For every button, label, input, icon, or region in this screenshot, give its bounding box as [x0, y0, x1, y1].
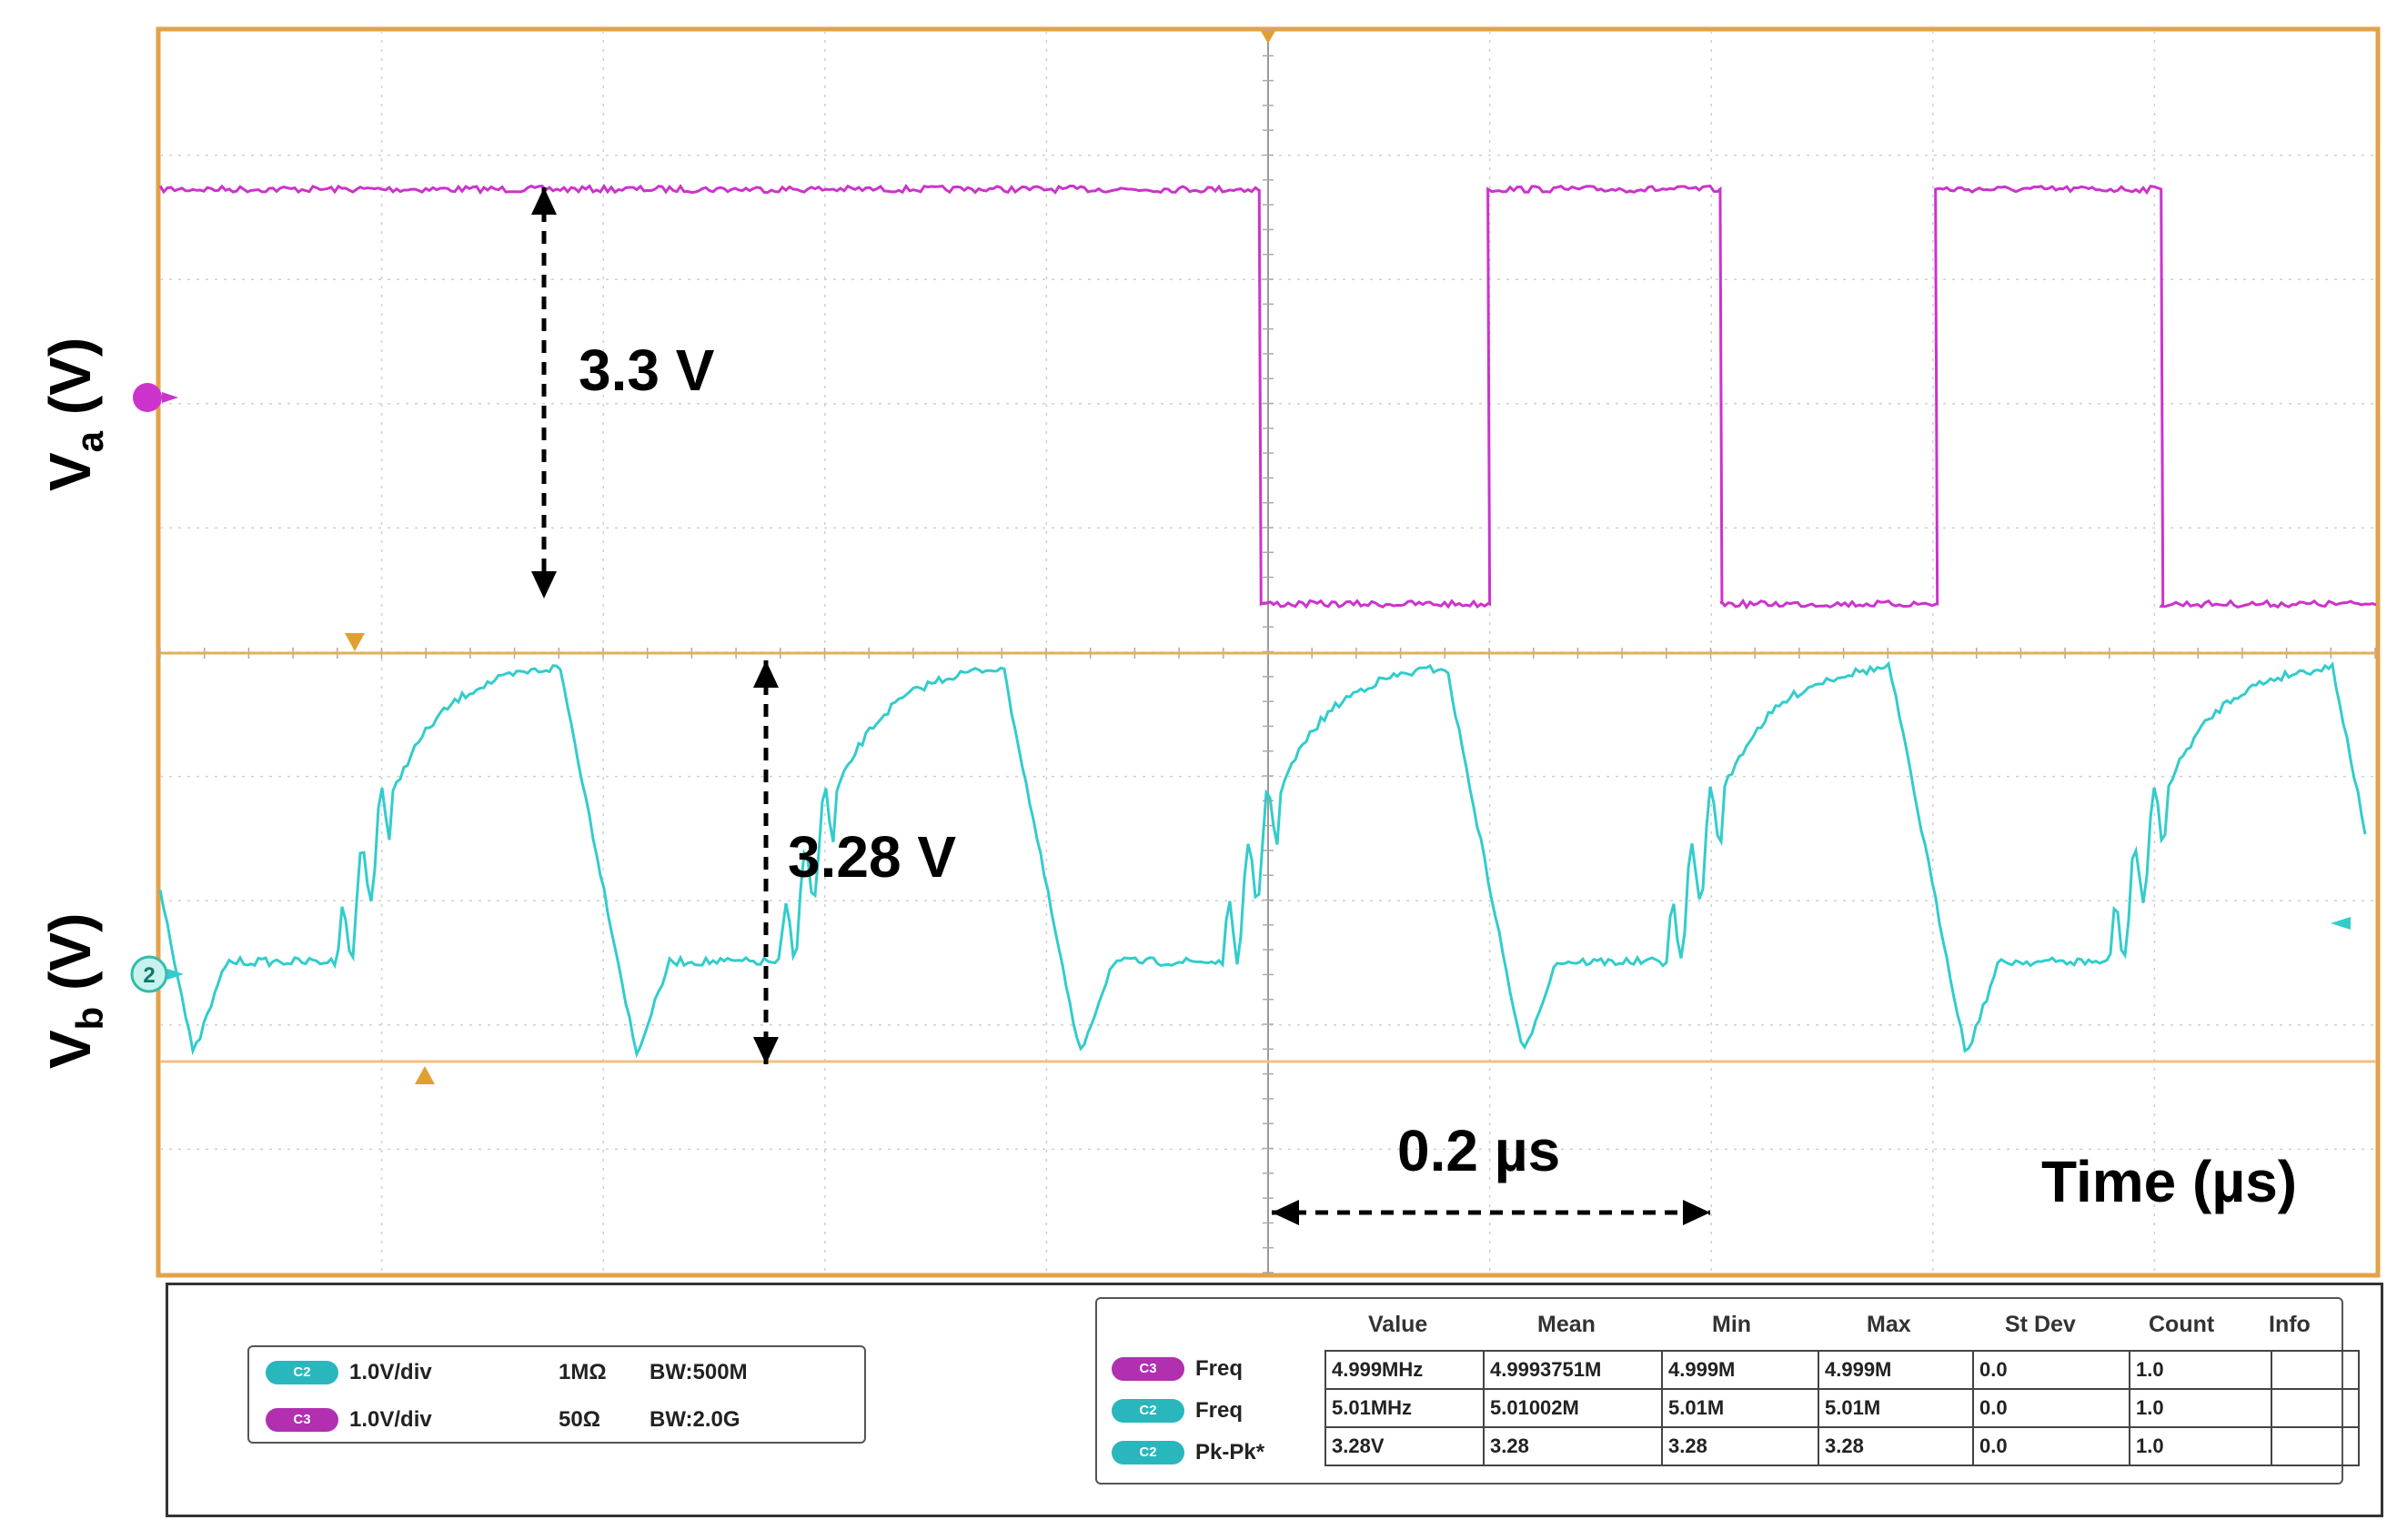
measure-min: 3.28 [1661, 1426, 1819, 1466]
channel-impedance: 1MΩ [559, 1360, 607, 1384]
measure-value: 5.01MHz [1324, 1388, 1485, 1428]
measure-count: 1.0 [2129, 1426, 2272, 1466]
channel-badge: C3 [266, 1408, 338, 1432]
trigger-marker-top [1261, 31, 1275, 44]
channel-bandwidth: BW:500M [650, 1360, 748, 1384]
measure-name: Freq [1195, 1356, 1244, 1381]
measure-header-mean: Mean [1537, 1312, 1596, 1337]
channel-badge: C2 [266, 1361, 338, 1384]
measure-header-min: Min [1712, 1312, 1752, 1337]
table-row: 5.01MHz 5.01002M 5.01M 5.01M 0.0 1.0 [1324, 1388, 2360, 1428]
measure-max: 3.28 [1818, 1426, 1974, 1466]
channel-scale: 1.0V/div [349, 1407, 432, 1432]
time-period-label: 0.2 µs [1397, 1118, 1561, 1183]
measure-header-info: Info [2269, 1312, 2311, 1337]
vb-ground-arrow [167, 969, 184, 980]
measure-min: 5.01M [1661, 1388, 1819, 1428]
measure-header-max: Max [1867, 1312, 1911, 1337]
measure-min: 4.999M [1661, 1350, 1819, 1390]
measure-mean: 5.01002M [1483, 1388, 1663, 1428]
measure-info [2271, 1350, 2360, 1390]
measure-header-value: Value [1368, 1312, 1428, 1337]
measure-header-stdev: St Dev [2005, 1312, 2076, 1337]
measure-value: 3.28V [1324, 1426, 1485, 1466]
measure-max: 4.999M [1818, 1350, 1974, 1390]
measure-mean: 4.9993751M [1483, 1350, 1663, 1390]
va-trace [158, 183, 2377, 610]
measure-row-label: C2 Pk-Pk* [1112, 1434, 1264, 1472]
vb-amplitude-label: 3.28 V [788, 824, 957, 890]
vb-trace [158, 660, 2367, 1059]
channel-row: C2 1.0V/div 1MΩ BW:500M [266, 1354, 748, 1391]
measure-stdev: 0.0 [1972, 1388, 2130, 1428]
channel-settings-box [247, 1345, 866, 1444]
measure-info [2271, 1388, 2360, 1428]
annotation-arrows [531, 187, 1710, 1225]
channel-row: C3 1.0V/div 50Ω BW:2.0G [266, 1402, 740, 1438]
measure-row-label: C3 Freq [1112, 1350, 1243, 1388]
cursor-marker-upper [345, 633, 365, 651]
va-ground-arrow [162, 392, 178, 403]
measure-stdev: 0.0 [1972, 1350, 2130, 1390]
measure-value: 4.999MHz [1324, 1350, 1485, 1390]
va-ground-marker [133, 383, 162, 412]
vb-right-arrow [2331, 917, 2351, 930]
measure-stdev: 0.0 [1972, 1426, 2130, 1466]
measurement-table: 4.999MHz 4.9993751M 4.999M 4.999M 0.0 1.… [1324, 1350, 2360, 1466]
x-axis-label: Time (µs) [2041, 1149, 2298, 1214]
measure-count: 1.0 [2129, 1350, 2272, 1390]
measure-name: Freq [1195, 1398, 1244, 1423]
channel-impedance: 50Ω [559, 1407, 600, 1432]
channel-bandwidth: BW:2.0G [650, 1407, 740, 1432]
traces-group [158, 183, 2377, 1059]
measure-badge: C2 [1112, 1441, 1184, 1465]
vb-amplitude-arrow [753, 660, 779, 1064]
cursor-marker-lower [415, 1066, 435, 1084]
table-row: 4.999MHz 4.9993751M 4.999M 4.999M 0.0 1.… [1324, 1350, 2360, 1390]
vb-channel-marker-label: 2 [143, 963, 155, 988]
measure-header-count: Count [2149, 1312, 2215, 1337]
time-period-arrow [1272, 1200, 1710, 1225]
vb-ground-marker [130, 955, 168, 993]
va-amplitude-arrow [531, 187, 557, 599]
measure-count: 1.0 [2129, 1388, 2272, 1428]
vb-axis-label: Vb (V) [37, 912, 111, 1069]
channel-scale: 1.0V/div [349, 1360, 432, 1384]
measure-mean: 3.28 [1483, 1426, 1663, 1466]
measure-badge: C3 [1112, 1357, 1184, 1381]
measure-max: 5.01M [1818, 1388, 1974, 1428]
va-axis-label: Va (V) [37, 337, 111, 491]
measure-info [2271, 1426, 2360, 1466]
va-amplitude-label: 3.3 V [579, 337, 715, 403]
table-row: 3.28V 3.28 3.28 3.28 0.0 1.0 [1324, 1426, 2360, 1466]
measure-badge: C2 [1112, 1399, 1184, 1423]
measure-row-label: C2 Freq [1112, 1392, 1243, 1430]
measure-name: Pk-Pk* [1195, 1440, 1265, 1465]
